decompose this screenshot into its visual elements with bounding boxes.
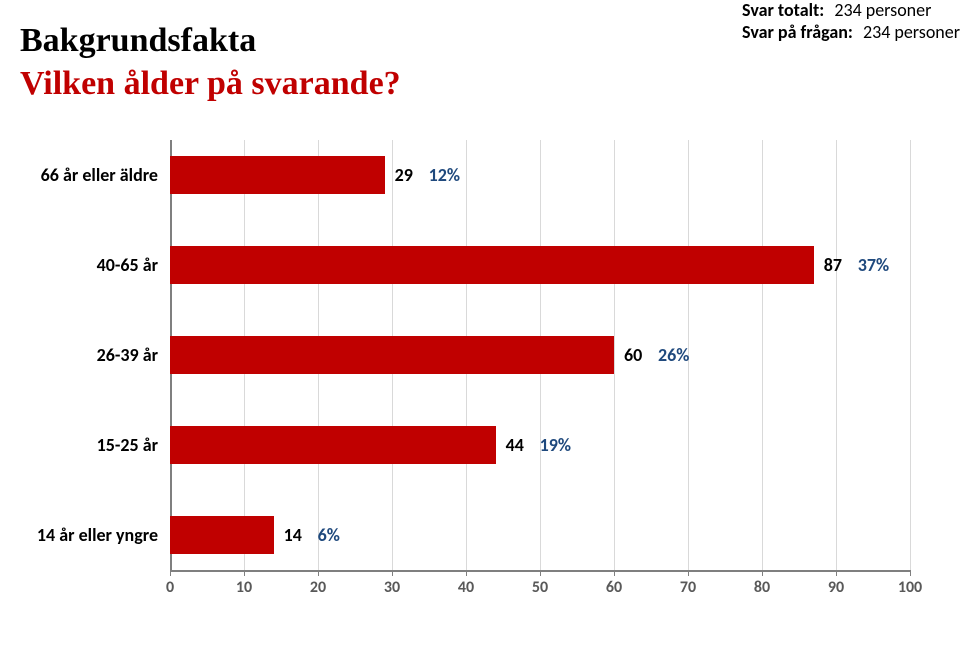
chart-category-label: 40-65 år <box>97 254 158 276</box>
chart-category-label: 66 år eller äldre <box>41 164 158 186</box>
chart-x-axis <box>170 570 910 572</box>
stats-total-value: 234 personer <box>834 0 931 22</box>
chart-gridline <box>836 140 837 570</box>
stats-total-label: Svar totalt: <box>742 0 824 22</box>
chart-tick-mark <box>910 570 911 576</box>
chart-gridline <box>910 140 911 570</box>
chart-bar <box>170 516 274 554</box>
chart-bar-value: 87 <box>824 254 842 276</box>
chart-tick-label: 70 <box>680 578 696 597</box>
chart-tick-label: 20 <box>310 578 326 597</box>
stats-block: Svar totalt: 234 personer Svar på frågan… <box>742 0 960 43</box>
chart-bar-percent: 12% <box>429 164 460 186</box>
chart-gridline <box>762 140 763 570</box>
chart-bar <box>170 156 385 194</box>
chart-bar-percent: 26% <box>658 344 689 366</box>
stats-row-question: Svar på frågan: 234 personer <box>742 22 960 44</box>
title-line-2: Vilken ålder på svarande? <box>20 63 401 106</box>
age-chart: 0 10 20 30 40 50 60 70 80 90 100 66 år eller äldre 2… <box>30 140 930 630</box>
stats-row-total: Svar totalt: 234 personer <box>742 0 960 22</box>
chart-bar <box>170 336 614 374</box>
chart-bar-percent: 6% <box>318 524 340 546</box>
stats-question-label: Svar på frågan: <box>742 22 853 44</box>
chart-category-label: 26-39 år <box>97 344 158 366</box>
chart-tick-label: 10 <box>236 578 252 597</box>
chart-category-label: 15-25 år <box>97 434 158 456</box>
chart-bar-value: 14 <box>284 524 302 546</box>
chart-plot-area: 010203040506070809010066 år eller äldre2… <box>170 140 910 600</box>
chart-bar-value: 60 <box>624 344 642 366</box>
chart-category-label: 14 år eller yngre <box>37 524 158 546</box>
chart-tick-label: 40 <box>458 578 474 597</box>
chart-tick-label: 30 <box>384 578 400 597</box>
chart-bar <box>170 426 496 464</box>
chart-gridline <box>614 140 615 570</box>
chart-tick-label: 60 <box>606 578 622 597</box>
title-line-1: Bakgrundsfakta <box>20 20 401 63</box>
stats-question-value: 234 personer <box>863 22 960 44</box>
chart-tick-label: 0 <box>166 578 174 597</box>
chart-bar-percent: 37% <box>858 254 889 276</box>
chart-tick-label: 80 <box>754 578 770 597</box>
chart-tick-label: 50 <box>532 578 548 597</box>
chart-tick-label: 100 <box>898 578 922 597</box>
chart-bar-value: 44 <box>506 434 524 456</box>
chart-bar <box>170 246 814 284</box>
title-block: Bakgrundsfakta Vilken ålder på svarande? <box>20 20 401 105</box>
chart-tick-label: 90 <box>828 578 844 597</box>
chart-bar-percent: 19% <box>540 434 571 456</box>
chart-bar-value: 29 <box>395 164 413 186</box>
